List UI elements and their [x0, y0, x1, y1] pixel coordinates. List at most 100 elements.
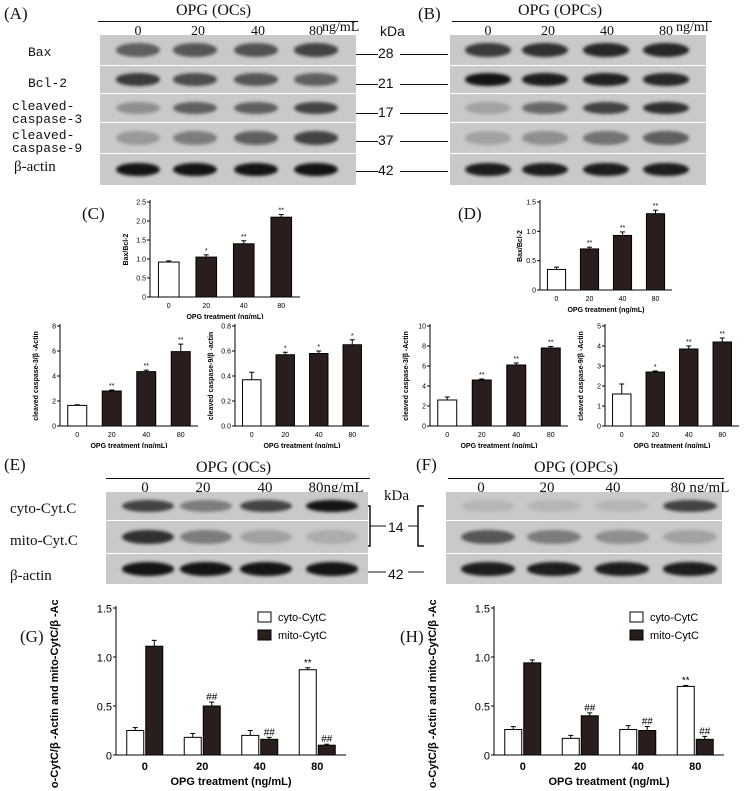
x-tick-label: 0 [520, 761, 526, 773]
blot-band [294, 131, 338, 145]
x-tick-label: 0 [142, 761, 148, 773]
x-tick-label: 0 [445, 432, 449, 439]
blot-strip [446, 521, 722, 553]
chart-c-caspase-9: 0.0 0.2 0.4 0.6 0.8 0 20 * 40 * 80 * OPG treatment (… [208, 324, 369, 448]
panel-label-h: (H) [400, 627, 424, 646]
blot-band [234, 131, 278, 145]
y-tick-label: 6 [52, 349, 56, 356]
blot-strip [446, 554, 722, 584]
y-tick-label: 4 [52, 374, 56, 381]
blot-strip [100, 154, 356, 185]
y-tick-label: 10 [418, 324, 426, 331]
blot-a-title: OPG (OCs) [176, 2, 252, 19]
panel-label-g: (G) [20, 627, 44, 646]
y-tick-label: 0 [484, 751, 490, 763]
chart-c: 0 0.5 1.0 1.5 2.0 2.5 0 20 * 40 ** 80 ** OPG treatmen… [123, 200, 300, 319]
blot-band [240, 499, 292, 513]
chart-d-caspase-3: 0 2 4 6 8 10 0 20 ** 40 ** 80 ** OPG treatment (ng/mL… [403, 324, 568, 448]
x-axis-label: OPG treatment (ng/mL) [567, 307, 644, 314]
blot-band [583, 73, 629, 86]
blot-band [583, 101, 629, 115]
blot-strip [100, 94, 356, 122]
y-tick-label: 1.0 [526, 229, 536, 236]
blot-strip [450, 66, 706, 93]
chart-d: 0 0.5 1.0 1.5 0 20 ** 40 ** 80 ** OPG treatment (ng… [517, 200, 672, 314]
blot-band [294, 43, 338, 57]
significance-mark: ## [321, 734, 333, 745]
kda-marker-line [356, 84, 378, 85]
panel-label-a: (A) [4, 4, 28, 23]
y-tick-label: 4 [422, 384, 426, 391]
bar [101, 390, 122, 427]
y-tick-label: 3 [597, 364, 601, 371]
blot-band [643, 101, 689, 115]
significance-mark: * [205, 248, 208, 255]
y-tick-label: 1.0 [136, 257, 146, 264]
significance-mark: * [654, 364, 657, 371]
y-tick-label: 0 [52, 424, 56, 431]
significance-mark: ## [264, 727, 276, 738]
y-axis-label: cleaved caspase-3/β -Actin [403, 331, 410, 420]
bar [506, 364, 527, 427]
blot-a-unit: ng/mL [322, 20, 360, 35]
x-axis-label: OPG treatment (ng/mL) [633, 443, 710, 448]
row-label-cleaved-caspase-3: cleaved- caspase-3 [12, 99, 83, 127]
x-tick-label: 20 [478, 432, 486, 439]
bar [676, 685, 695, 756]
bar [638, 730, 657, 756]
bar [579, 248, 600, 291]
blot-strip [100, 66, 356, 93]
blot-f-title-line [448, 478, 724, 479]
y-tick-label: 0.4 [221, 374, 231, 381]
blot-band [595, 562, 649, 576]
blot-f-lane-0: 0 [477, 480, 485, 496]
x-tick-label: 40 [142, 432, 150, 439]
kda-marker-line [400, 141, 448, 142]
legend-label: cyto-CytC [650, 612, 698, 624]
kda-28: 28 [378, 45, 394, 61]
y-tick-label: 0.6 [221, 349, 231, 356]
bar [170, 351, 191, 427]
y-tick-label: 1.5 [136, 238, 146, 245]
y-tick-label: 0 [532, 288, 536, 295]
significance-mark: ** [587, 240, 593, 247]
significance-mark: * [284, 345, 287, 352]
bar [619, 729, 638, 756]
y-tick-label: 1.5 [475, 604, 490, 616]
bar [612, 234, 633, 291]
x-tick-label: 80 [311, 761, 323, 773]
blot-e-brackets [364, 505, 424, 573]
bar [270, 216, 293, 298]
bar [437, 399, 458, 427]
kda-37: 37 [378, 132, 394, 148]
bar [309, 353, 329, 427]
x-tick-label: 80 [547, 432, 555, 439]
blot-f-title: OPG (OPCs) [534, 459, 619, 476]
significance-mark: ## [584, 703, 596, 714]
bar [183, 736, 202, 756]
row-label-bcl2: Bcl-2 [28, 76, 68, 91]
bar [241, 734, 260, 756]
blot-a-title-line [98, 21, 358, 22]
legend-swatch [257, 629, 272, 641]
bar [202, 705, 221, 756]
y-tick-label: 0 [142, 295, 146, 302]
significance-mark: ** [304, 658, 312, 669]
y-tick-label: 1 [597, 404, 601, 411]
blot-band [294, 162, 338, 177]
blot-b-lane-80: 80 [659, 24, 673, 39]
blot-band [173, 43, 217, 57]
y-tick-label: 1.0 [97, 653, 112, 665]
y-tick-label: 4 [597, 344, 601, 351]
row-label-cleaved-caspase-9: cleaved- caspase-9 [12, 128, 83, 156]
blot-e-lane-0: 0 [141, 480, 149, 496]
x-tick-label: 40 [240, 303, 248, 310]
x-tick-label: 40 [254, 761, 266, 773]
kda-17: 17 [378, 104, 394, 120]
kda-marker-line [400, 171, 448, 172]
y-tick-label: 8 [422, 344, 426, 351]
y-axis-label: Bax/Bcl-2 [517, 230, 524, 262]
significance-mark: ** [144, 363, 150, 370]
significance-mark: ** [109, 383, 115, 390]
